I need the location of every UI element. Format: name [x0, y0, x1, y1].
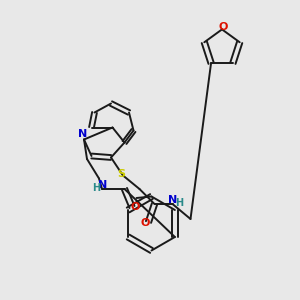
- Text: N: N: [169, 195, 178, 205]
- Text: S: S: [118, 169, 125, 179]
- Text: O: O: [219, 22, 228, 32]
- Text: N: N: [98, 180, 107, 190]
- Text: O: O: [140, 218, 150, 229]
- Text: H: H: [175, 198, 183, 208]
- Text: O: O: [131, 202, 140, 212]
- Text: N: N: [78, 129, 87, 139]
- Text: H: H: [92, 183, 100, 193]
